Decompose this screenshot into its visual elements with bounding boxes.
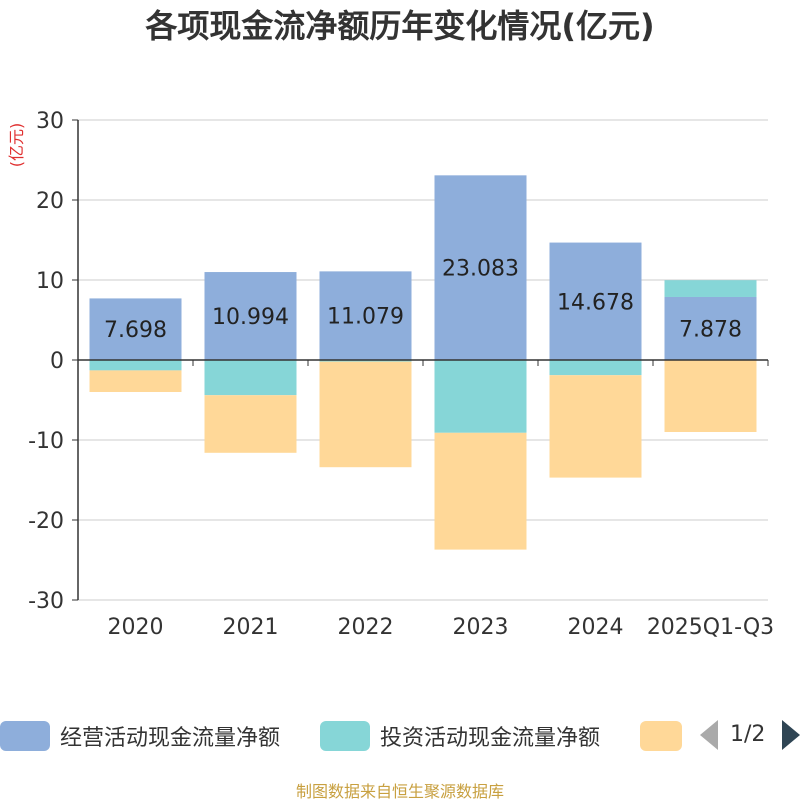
grid-layer [78,119,768,601]
bar-2024-series-1 [549,360,642,376]
bar-2024-series-2 [549,375,642,478]
legend-prev-page-icon[interactable] [700,720,718,750]
legend-page-indicator: 1/2 [730,722,766,747]
bar-2025Q1-Q3-series-2 [664,360,757,432]
y-tick-label: 20 [36,189,64,214]
x-tick-label-2023: 2023 [453,615,509,640]
source-note: 制图数据来自恒生聚源数据库 [295,782,504,801]
bar-2023-series-1 [434,360,527,433]
chart-title: 各项现金流净额历年变化情况(亿元) [145,7,655,45]
y-tick-label: -20 [28,509,64,534]
legend-next-page-icon[interactable] [782,720,800,750]
y-tick-label: 10 [36,269,64,294]
data-label-2021: 10.994 [212,305,289,330]
bar-2020-series-2 [89,370,182,392]
bar-2022-series-0 [319,271,412,360]
legend-swatch [640,721,682,751]
x-tick-label-2022: 2022 [338,615,394,640]
legend-swatch [0,721,50,751]
y-tick-label: -30 [28,589,64,614]
bar-2020-series-0 [89,298,182,360]
label-layer: 7.698 10.994 11.079 23.083 14.678 7.878 [104,257,742,344]
x-tick-label-2025Q1-Q3: 2025Q1-Q3 [647,615,774,640]
y-tick-label: -10 [28,429,64,454]
bar-2021-series-2 [204,395,297,453]
y-tick-label: 30 [36,109,64,134]
bar-2023-series-2 [434,432,527,550]
bar-layer [89,175,757,550]
legend-swatch [320,721,370,751]
x-tick-label-2024: 2024 [568,615,624,640]
data-label-2024: 14.678 [557,290,634,315]
legend-label: 经营活动现金流量净额 [60,726,281,751]
data-label-2025Q1-Q3: 7.878 [679,317,742,342]
legend-item-investing[interactable]: 投资活动现金流量净额 [320,716,600,756]
legend-label: 投资活动现金流量净额 [380,726,601,751]
bar-2021-series-1 [204,360,297,396]
bar-2023-series-0 [434,175,527,360]
data-label-2023: 23.083 [442,257,519,282]
axis-layer: 30 20 10 0 -10 -20 -30 (亿元) 2020 2021 2022 2023 2024… [7,109,774,640]
bar-2022-series-1 [319,360,412,362]
bar-2020-series-1 [89,360,182,371]
legend-item-financing[interactable] [640,716,692,756]
y-tick-label: 0 [50,349,64,374]
bar-2022-series-2 [319,361,412,468]
x-tick-label-2021: 2021 [223,615,279,640]
data-label-2022: 11.079 [327,305,404,330]
bar-2025Q1-Q3-series-1 [664,280,757,297]
bar-2024-series-0 [549,242,642,360]
x-tick-label-2020: 2020 [108,615,164,640]
data-label-2020: 7.698 [104,318,167,343]
chart-plot: 30 20 10 0 -10 -20 -30 (亿元) 2020 2021 2022 2023 2024… [7,109,774,640]
bar-2021-series-0 [204,272,297,360]
legend: 经营活动现金流量净额 投资活动现金流量净额 1/2 [0,716,800,756]
y-axis-unit-label: (亿元) [7,123,26,168]
bar-2025Q1-Q3-series-0 [664,296,757,360]
legend-item-operating[interactable]: 经营活动现金流量净额 [0,716,280,756]
